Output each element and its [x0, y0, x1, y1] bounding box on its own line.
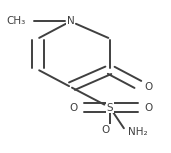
Text: N: N	[67, 16, 74, 26]
Text: S: S	[107, 103, 113, 112]
Text: O: O	[145, 82, 153, 92]
Text: O: O	[70, 103, 78, 112]
Text: CH₃: CH₃	[6, 16, 26, 26]
Text: O: O	[102, 125, 110, 135]
Text: NH₂: NH₂	[128, 127, 148, 137]
Text: O: O	[145, 103, 153, 112]
